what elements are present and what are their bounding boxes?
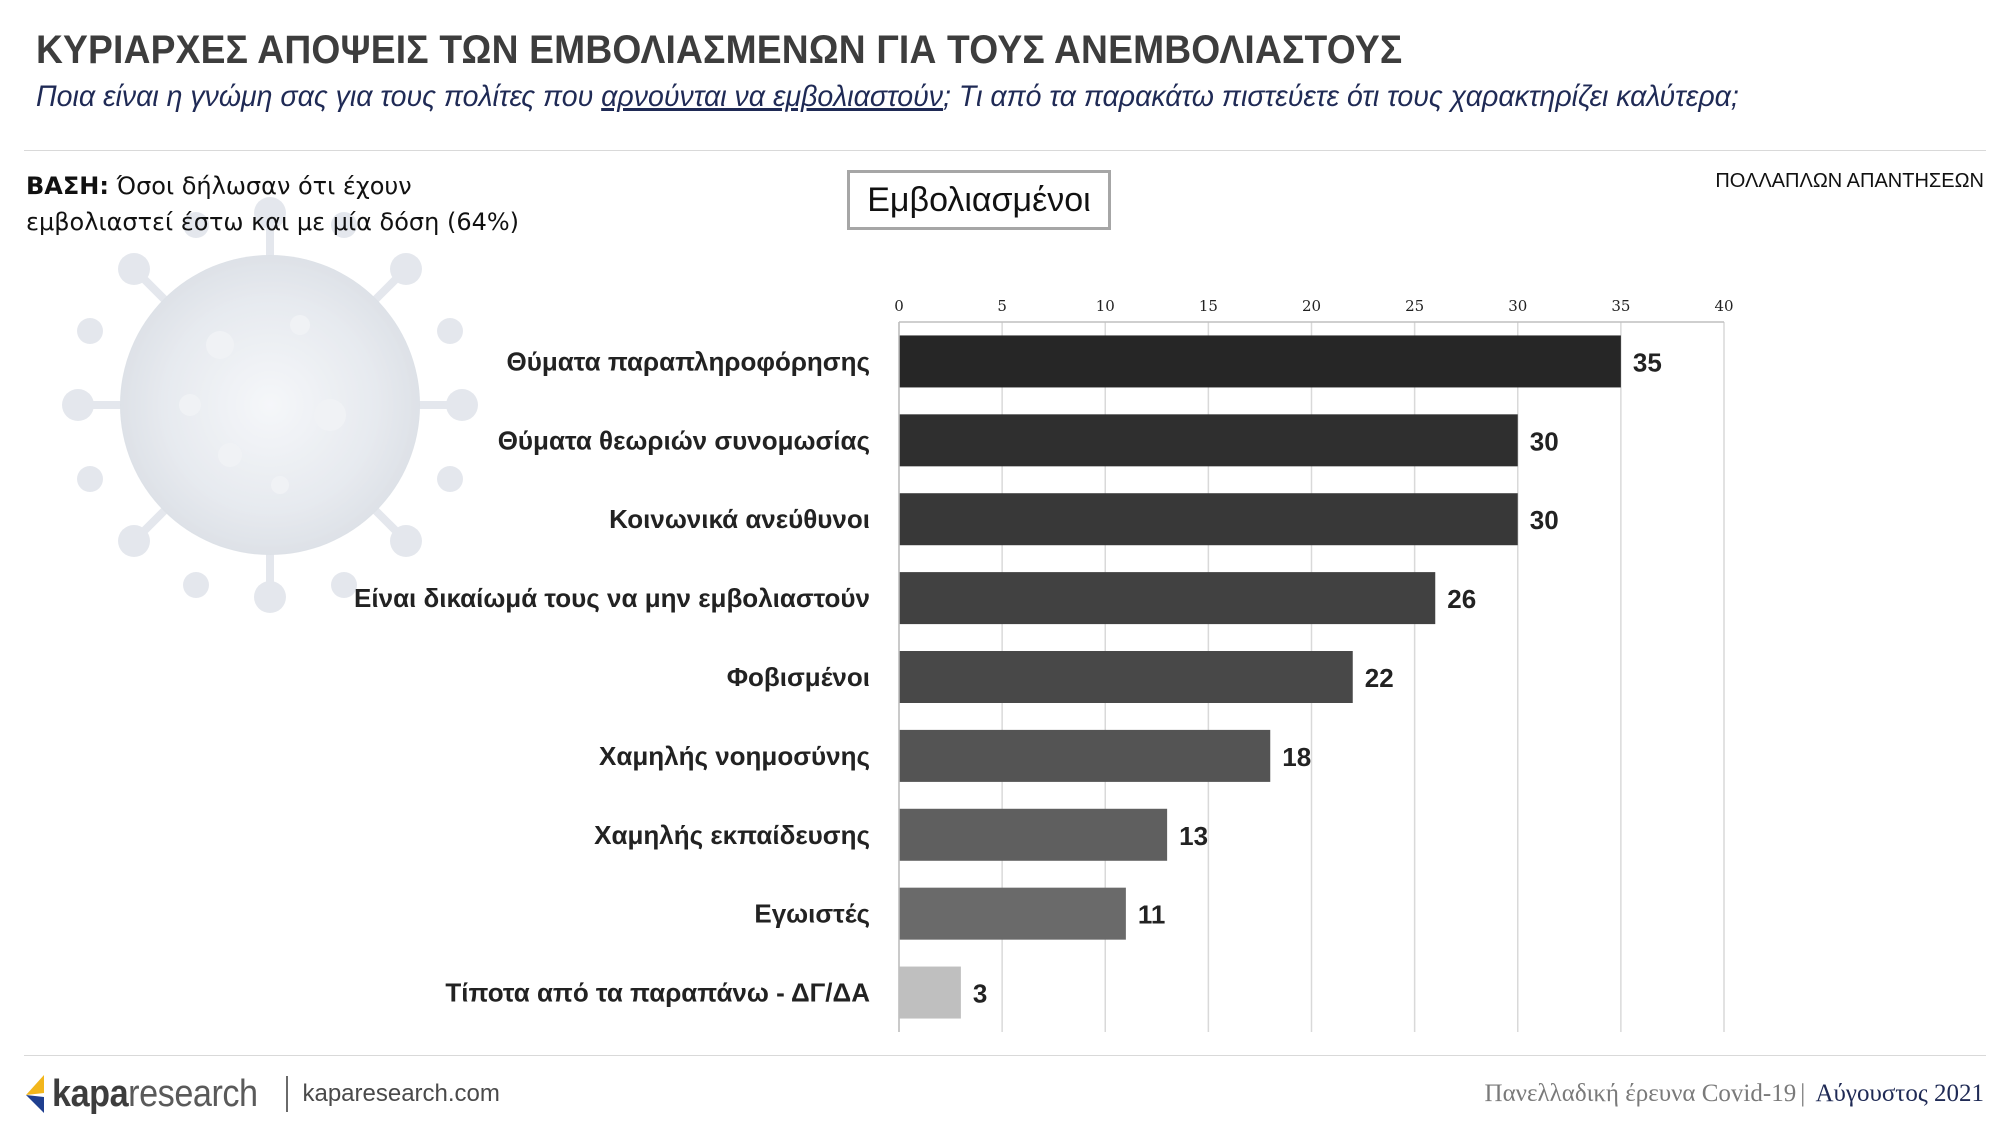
data-label: 26 bbox=[1447, 584, 1476, 614]
footer-pipe: | bbox=[1800, 1080, 1806, 1107]
bottom-divider bbox=[24, 1055, 1986, 1056]
x-tick-label: 15 bbox=[1199, 297, 1218, 315]
base-line-1: Όσοι δήλωσαν ότι έχουν bbox=[108, 172, 412, 200]
category-label: Είναι δικαίωμά τους να μην εμβολιαστούν bbox=[354, 583, 870, 613]
virus-watermark-image bbox=[62, 197, 478, 613]
category-label: Τίποτα από τα παραπάνω - ΔΓ/ΔΑ bbox=[445, 978, 870, 1008]
category-label: Εγωιστές bbox=[754, 899, 870, 929]
x-tick-label: 30 bbox=[1508, 297, 1527, 315]
data-label: 11 bbox=[1138, 900, 1166, 930]
footer-survey-info: Πανελλαδική έρευνα Covid-19 | Αύγουστος 2… bbox=[1485, 1080, 1984, 1108]
bar bbox=[899, 572, 1436, 625]
category-label: Φοβισμένοι bbox=[727, 662, 870, 692]
page-title: ΚΥΡΙΑΡΧΕΣ ΑΠΟΨΕΙΣ ΤΩΝ ΕΜΒΟΛΙΑΣΜΕΝΩΝ ΓΙΑ … bbox=[36, 28, 1403, 72]
bar bbox=[899, 651, 1353, 703]
x-tick-label: 25 bbox=[1405, 297, 1424, 315]
data-label: 13 bbox=[1179, 821, 1208, 851]
x-tick-label: 0 bbox=[894, 297, 904, 315]
multiple-answers-note: ΠΟΛΛΑΠΛΩΝ ΑΠΑΝΤΗΣΕΩΝ bbox=[1715, 170, 1984, 192]
x-tick-label: 35 bbox=[1611, 297, 1630, 315]
data-label: 22 bbox=[1365, 663, 1394, 693]
x-tick-label: 10 bbox=[1096, 297, 1115, 315]
data-label: 30 bbox=[1530, 505, 1559, 535]
category-label: Κοινωνικά ανεύθυνοι bbox=[609, 504, 870, 534]
x-tick-label: 20 bbox=[1302, 297, 1321, 315]
category-label: Χαμηλής εκπαίδευσης bbox=[594, 820, 870, 850]
kapa-logo-icon bbox=[26, 1075, 44, 1113]
bar bbox=[899, 887, 1126, 940]
subtitle-part-1: Ποια είναι η γνώμη σας για τους πολίτες … bbox=[36, 80, 602, 113]
survey-month: Αύγουστος 2021 bbox=[1809, 1080, 1984, 1107]
logo-brand-rest: research bbox=[128, 1073, 258, 1115]
base-label: ΒΑΣΗ: bbox=[26, 172, 109, 200]
page-subtitle: Ποια είναι η γνώμη σας για τους πολίτες … bbox=[36, 80, 1739, 114]
bar bbox=[899, 335, 1621, 388]
data-label: 3 bbox=[973, 979, 987, 1009]
data-label: 30 bbox=[1530, 426, 1559, 456]
logo-wordmark: kaparesearch bbox=[52, 1074, 258, 1114]
base-note: ΒΑΣΗ: Όσοι δήλωσαν ότι έχουν εμβολιαστεί… bbox=[26, 168, 546, 240]
base-line-2: εμβολιαστεί έστω και με μία δόση (64%) bbox=[26, 208, 520, 236]
logo-brand: kapa bbox=[52, 1073, 129, 1115]
subtitle-underlined: αρνούνται να εμβολιαστούν bbox=[601, 80, 944, 113]
bar bbox=[899, 966, 961, 1019]
x-tick-label: 40 bbox=[1714, 297, 1733, 315]
website-link[interactable]: kaparesearch.com bbox=[302, 1080, 500, 1107]
kapa-research-logo: kaparesearch kaparesearch.com bbox=[24, 1072, 500, 1116]
x-tick-label: 5 bbox=[997, 297, 1007, 315]
logo-separator bbox=[286, 1076, 289, 1112]
data-label: 18 bbox=[1282, 742, 1311, 772]
category-label: Θύματα θεωριών συνομωσίας bbox=[498, 425, 870, 455]
bar bbox=[899, 414, 1518, 467]
category-label: Χαμηλής νοημοσύνης bbox=[599, 741, 870, 771]
top-divider bbox=[24, 150, 1986, 151]
subtitle-part-2: ; Τι από τα παρακάτω πιστεύετε ότι τους … bbox=[943, 80, 1739, 113]
category-label: Θύματα παραπληροφόρησης bbox=[507, 346, 870, 376]
group-label-box: Εμβολιασμένοι bbox=[847, 170, 1111, 230]
bar bbox=[899, 493, 1518, 546]
data-label: 35 bbox=[1633, 347, 1662, 377]
bar bbox=[899, 729, 1271, 782]
survey-name: Πανελλαδική έρευνα Covid-19 bbox=[1484, 1080, 1797, 1107]
bar bbox=[899, 808, 1168, 861]
